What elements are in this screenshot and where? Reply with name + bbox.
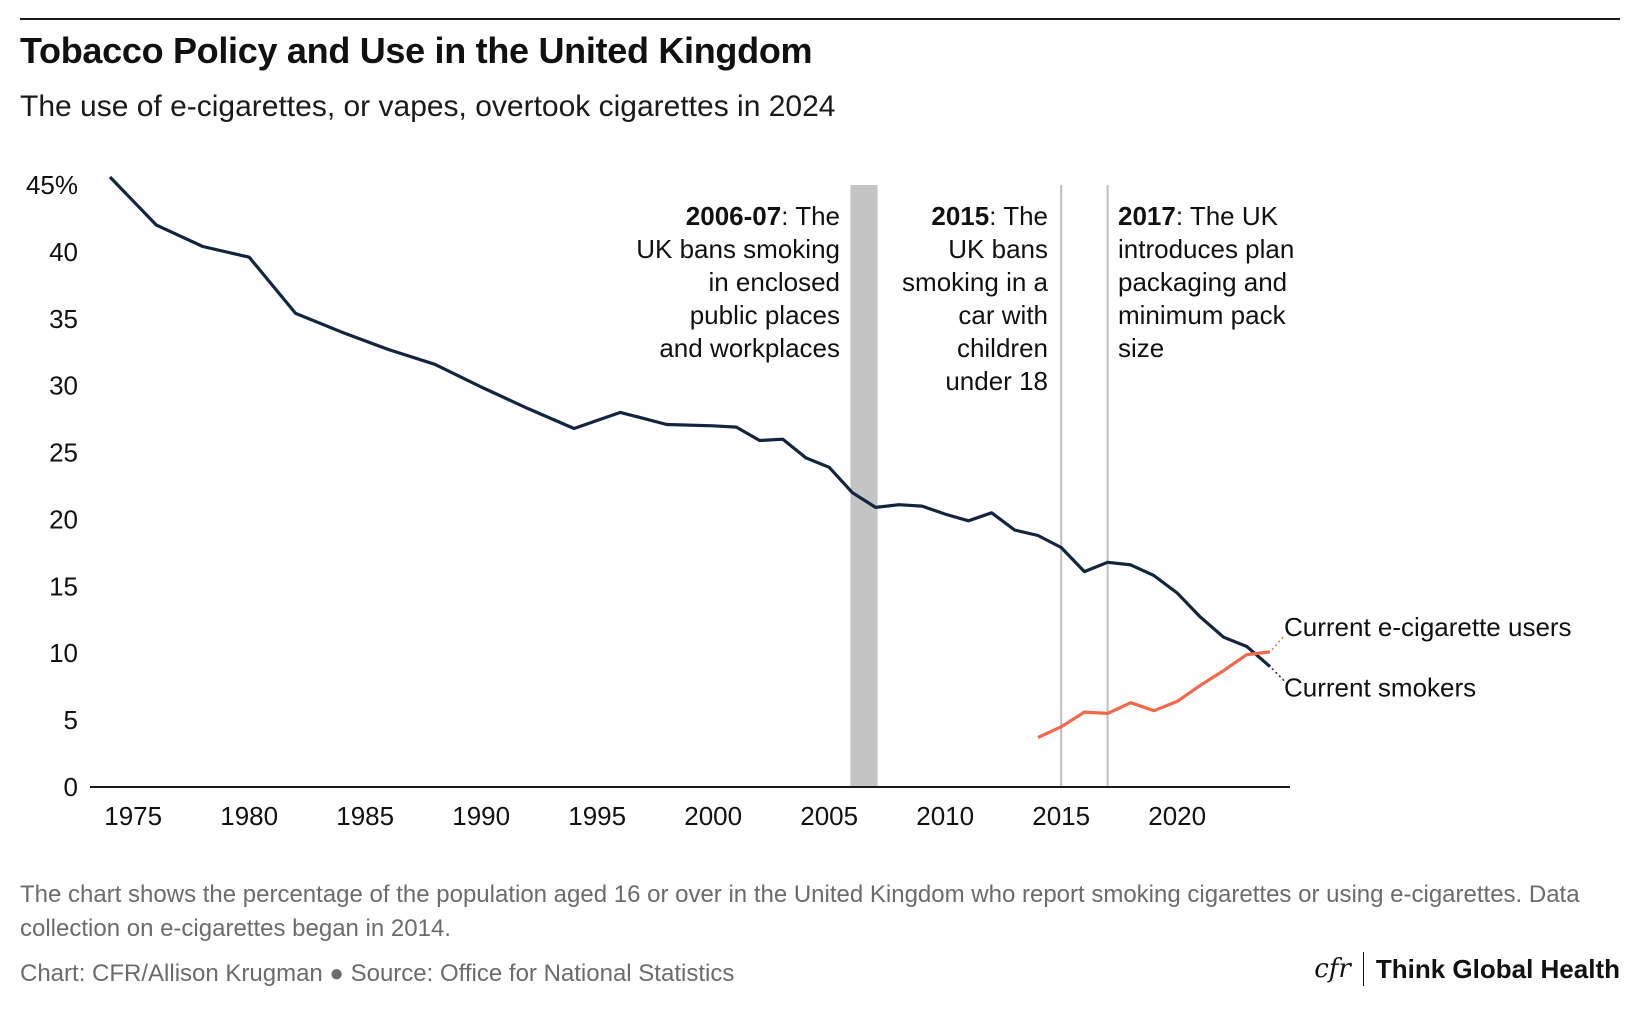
x-tick-label: 1975: [104, 801, 162, 831]
cfr-logo: cfr: [1314, 954, 1351, 984]
chart-title: Tobacco Policy and Use in the United Kin…: [20, 30, 813, 71]
policy-annotation-1: 2015: The UK bans smoking in a car with chil…: [902, 201, 1048, 396]
y-tick-label: 25: [49, 438, 78, 468]
line-chart: 2006-07: The UK bans smoking in enclosed pu…: [26, 170, 1572, 831]
x-tick-label: 1985: [336, 801, 394, 831]
y-tick-label: 15: [49, 571, 78, 601]
policy-band-0: [850, 185, 878, 787]
chart-subtitle: The use of e-cigarettes, or vapes, overt…: [20, 90, 836, 123]
y-tick-label: 45%: [26, 170, 78, 200]
x-tick-label: 2010: [916, 801, 974, 831]
x-tick-label: 2000: [684, 801, 742, 831]
x-tick-label: 1980: [220, 801, 278, 831]
policy-annotation-2: 2017: The UK introduces plan packaging and…: [1118, 201, 1294, 363]
brand-logo: cfr Think Global Health: [1314, 952, 1620, 986]
y-tick-label: 0: [64, 772, 78, 802]
smokers-label-leader: [1271, 668, 1285, 682]
series-line-0: [108, 175, 1272, 668]
y-tick-label: 35: [49, 304, 78, 334]
chart-credit: Chart: CFR/Allison Krugman ● Source: Off…: [20, 960, 735, 987]
brand-name: Think Global Health: [1375, 953, 1620, 984]
y-tick-label: 10: [49, 638, 78, 668]
top-rule: [20, 18, 1620, 20]
series-line-1: [1037, 650, 1271, 739]
x-tick-label: 2015: [1032, 801, 1090, 831]
series-label-smokers: Current smokers: [1284, 673, 1476, 703]
y-tick-label: 30: [49, 371, 78, 401]
y-tick-label: 40: [49, 237, 78, 267]
series-label-ecig: Current e-cigarette users: [1284, 612, 1572, 642]
ecig-label-leader: [1271, 635, 1285, 651]
y-tick-label: 20: [49, 504, 78, 534]
x-tick-label: 2005: [800, 801, 858, 831]
brand-divider: [1362, 952, 1364, 986]
chart-note: The chart shows the percentage of the po…: [20, 881, 1580, 942]
y-tick-label: 5: [64, 705, 78, 735]
policy-annotation-0: 2006-07: The UK bans smoking in enclosed pu…: [636, 201, 840, 363]
x-tick-label: 1995: [568, 801, 626, 831]
x-tick-label: 2020: [1148, 801, 1206, 831]
x-tick-label: 1990: [452, 801, 510, 831]
